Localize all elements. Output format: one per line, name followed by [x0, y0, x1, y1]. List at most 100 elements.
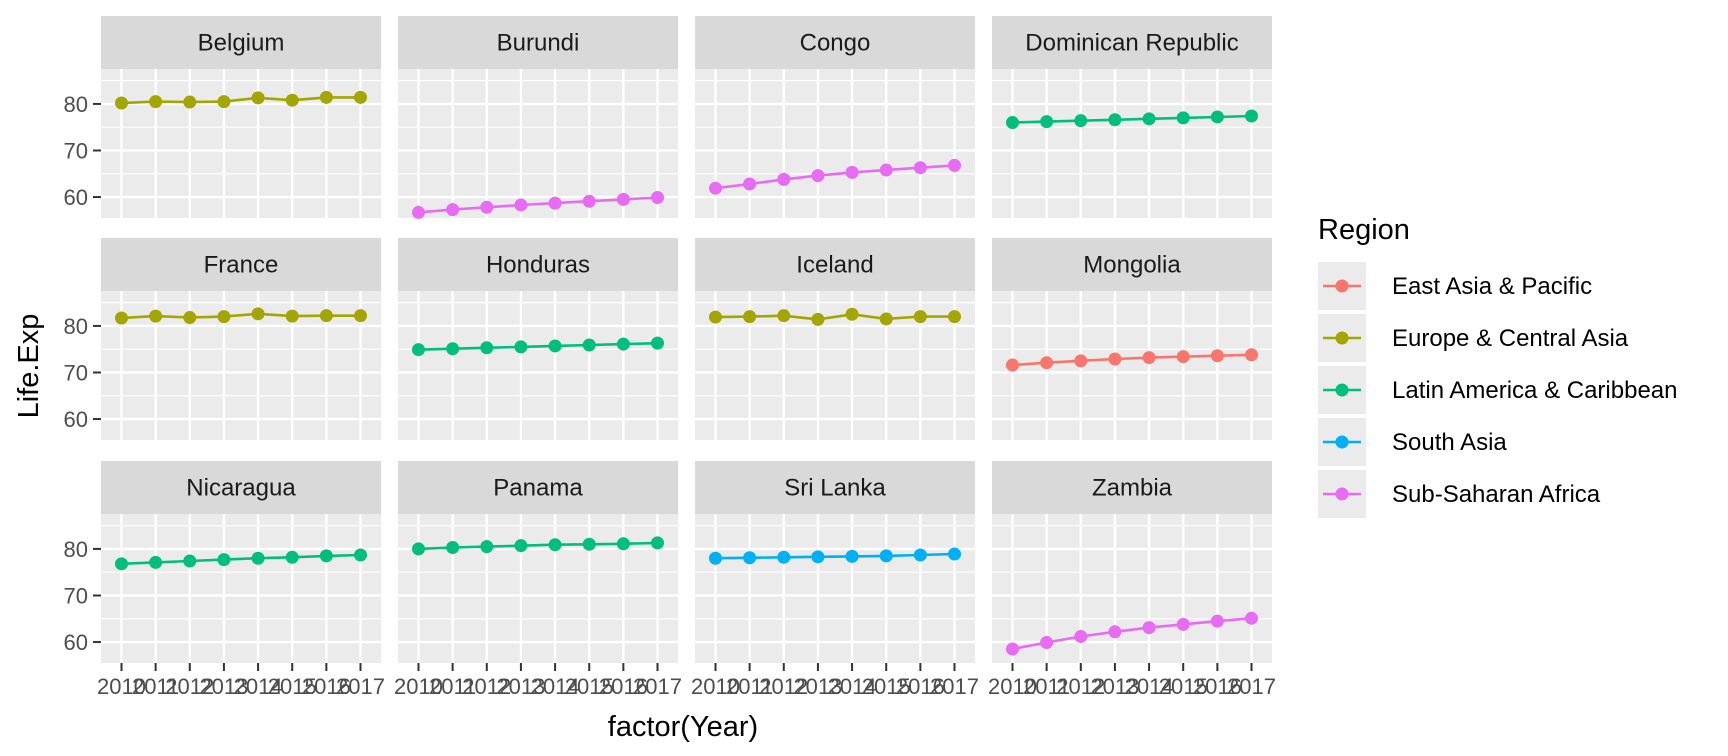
panel-background-honduras — [398, 291, 678, 440]
x-tick-label: 2011 — [726, 674, 773, 699]
data-point-panama-2014 — [548, 538, 562, 552]
data-point-honduras-2014 — [548, 339, 562, 353]
data-point-zambia-2014 — [1142, 621, 1156, 635]
x-tick-label: 2016 — [302, 674, 351, 699]
legend-item-europe-and-central-asia: Europe & Central Asia — [1318, 314, 1629, 362]
panel-sri-lanka: Sri Lanka — [695, 461, 975, 663]
panel-iceland: Iceland — [695, 238, 975, 440]
x-tick-label: 2013 — [199, 674, 248, 699]
data-point-sri-lanka-2014 — [845, 549, 859, 563]
x-tick-label: 2014 — [828, 674, 877, 699]
data-point-belgium-2012 — [183, 95, 197, 109]
y-tick-label: 70 — [64, 138, 88, 163]
strip-belgium — [101, 16, 381, 69]
data-point-belgium-2010 — [114, 96, 128, 110]
x-tick-label: 2016 — [1193, 674, 1242, 699]
y-tick-label: 60 — [64, 630, 88, 655]
facet-panels: Belgium Burundi Congo Dominican Republic Fra… — [101, 16, 1272, 663]
y-tick-label: 80 — [64, 314, 88, 339]
panel-background-nicaragua — [101, 514, 381, 663]
strip-label-congo: Congo — [800, 30, 871, 57]
data-point-dominican-republic-2017 — [1245, 109, 1259, 123]
y-tick-label: 70 — [64, 583, 88, 608]
panel-background-iceland — [695, 291, 975, 440]
strip-label-zambia: Zambia — [1092, 475, 1173, 502]
data-point-dominican-republic-2011 — [1040, 115, 1054, 129]
x-tick-label: 2015 — [268, 674, 317, 699]
data-point-iceland-2010 — [708, 310, 722, 324]
data-point-iceland-2016 — [913, 310, 927, 324]
y-tick-label: 80 — [64, 92, 88, 117]
data-point-nicaragua-2013 — [217, 553, 231, 567]
data-point-belgium-2013 — [217, 95, 231, 109]
data-point-zambia-2013 — [1108, 625, 1122, 639]
strip-label-sri-lanka: Sri Lanka — [784, 475, 886, 502]
data-point-france-2014 — [251, 307, 265, 321]
panel-background-zambia — [992, 514, 1272, 663]
data-point-congo-2016 — [913, 161, 927, 175]
data-point-congo-2012 — [777, 172, 791, 186]
data-point-iceland-2013 — [811, 312, 825, 326]
data-point-belgium-2016 — [319, 90, 333, 104]
x-tick-label: 2016 — [896, 674, 945, 699]
data-point-sri-lanka-2015 — [879, 549, 893, 563]
data-point-belgium-2011 — [149, 95, 163, 109]
panel-zambia: Zambia — [992, 461, 1272, 663]
legend-item-east-asia-and-pacific: East Asia & Pacific — [1318, 262, 1592, 310]
panel-background-belgium — [101, 69, 381, 218]
data-point-nicaragua-2015 — [285, 550, 299, 564]
legend-item-latin-america-and-caribbean: Latin America & Caribbean — [1318, 366, 1678, 414]
data-point-congo-2017 — [948, 158, 962, 172]
strip-dominican-republic — [992, 16, 1272, 69]
x-tick-label: 2011 — [1023, 674, 1070, 699]
data-point-mongolia-2010 — [1005, 358, 1019, 372]
data-point-france-2015 — [285, 309, 299, 323]
data-point-congo-2015 — [879, 163, 893, 177]
data-point-congo-2013 — [811, 169, 825, 183]
data-point-nicaragua-2017 — [354, 548, 368, 562]
data-point-burundi-2016 — [616, 192, 630, 206]
strip-panama — [398, 461, 678, 514]
panel-background-france — [101, 291, 381, 440]
strip-nicaragua — [101, 461, 381, 514]
data-point-dominican-republic-2010 — [1005, 116, 1019, 130]
data-point-iceland-2017 — [948, 310, 962, 324]
data-point-belgium-2017 — [354, 90, 368, 104]
data-point-mongolia-2016 — [1210, 349, 1224, 363]
data-point-sri-lanka-2011 — [743, 551, 757, 565]
legend-label-south-asia: South Asia — [1392, 429, 1507, 456]
strip-france — [101, 238, 381, 291]
data-point-zambia-2010 — [1005, 642, 1019, 656]
x-tick-label: 2015 — [862, 674, 911, 699]
data-point-sri-lanka-2012 — [777, 550, 791, 564]
x-tick-label: 2010 — [691, 674, 740, 699]
data-point-nicaragua-2012 — [183, 554, 197, 568]
x-tick-label: 2017 — [336, 674, 385, 699]
data-point-france-2017 — [354, 309, 368, 323]
data-point-honduras-2011 — [446, 342, 460, 356]
legend-key-point — [1335, 279, 1349, 293]
data-point-dominican-republic-2016 — [1210, 110, 1224, 124]
data-point-belgium-2014 — [251, 91, 265, 105]
data-point-panama-2010 — [411, 542, 425, 556]
x-tick-label: 2013 — [793, 674, 842, 699]
data-point-sri-lanka-2013 — [811, 550, 825, 564]
data-point-burundi-2011 — [446, 203, 460, 217]
strip-label-nicaragua: Nicaragua — [186, 475, 296, 502]
strip-label-iceland: Iceland — [796, 252, 873, 279]
data-point-burundi-2013 — [514, 198, 528, 212]
panel-honduras: Honduras — [398, 238, 678, 440]
legend-item-sub-saharan-africa: Sub-Saharan Africa — [1318, 470, 1601, 518]
strip-burundi — [398, 16, 678, 69]
data-point-sri-lanka-2010 — [708, 551, 722, 565]
data-point-burundi-2017 — [651, 191, 665, 205]
x-tick-label: 2012 — [462, 674, 511, 699]
legend-label-europe-and-central-asia: Europe & Central Asia — [1392, 325, 1629, 352]
legend-item-south-asia: South Asia — [1318, 418, 1507, 466]
x-tick-label: 2017 — [930, 674, 979, 699]
data-point-zambia-2016 — [1210, 614, 1224, 628]
strip-sri-lanka — [695, 461, 975, 514]
legend: Region East Asia & Pacific Europe & Centr… — [1318, 214, 1678, 518]
data-point-dominican-republic-2012 — [1074, 114, 1088, 128]
